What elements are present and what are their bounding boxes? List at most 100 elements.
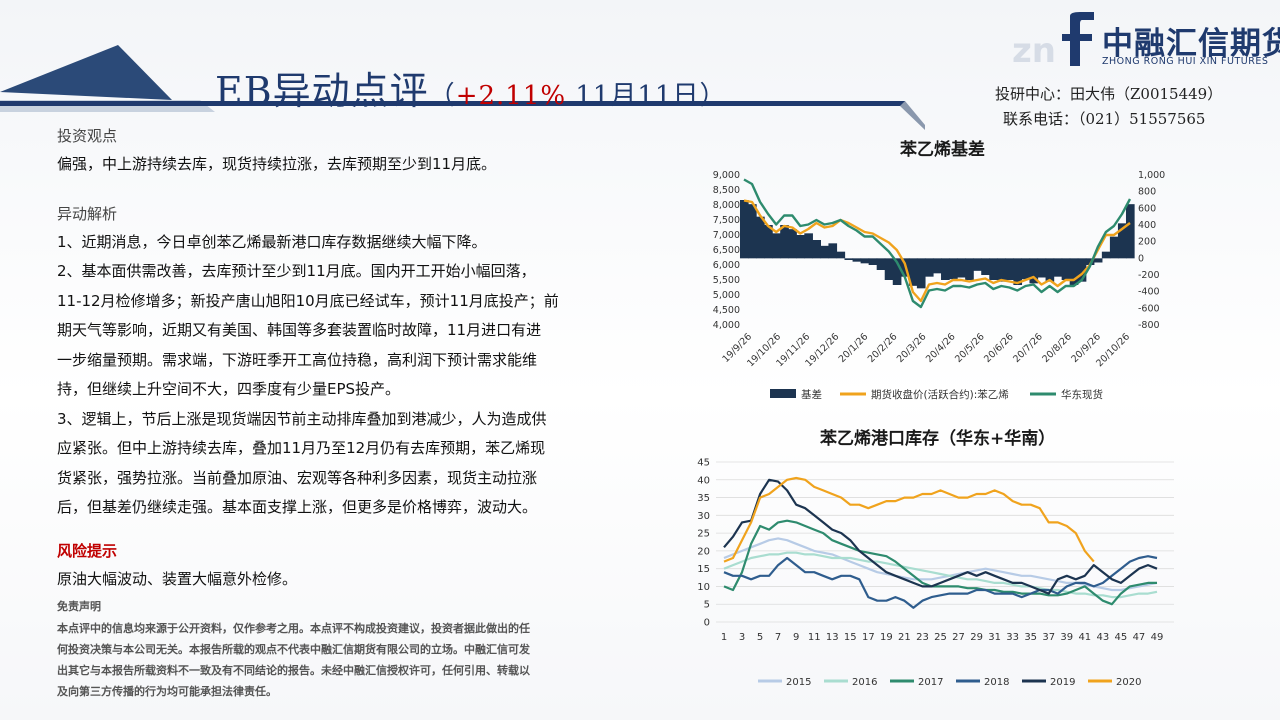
y-left-tick-label: 7,000	[713, 230, 740, 241]
x-tick-label: 43	[1096, 632, 1109, 643]
analysis-title: 异动解析	[57, 204, 118, 223]
analysis-body: 1、近期消息，今日卓创苯乙烯最新港口库存数据继续大幅下降。 2、基本面供需改善，…	[57, 228, 632, 523]
basis-bar	[868, 258, 878, 265]
basis-bar	[957, 258, 966, 278]
x-tick-label: 37	[1042, 632, 1055, 643]
company-logo: zn 中融汇信期货 ZHONG RONG HUI XIN FUTURES	[1010, 12, 1280, 72]
x-tick-label: 7	[775, 632, 781, 643]
y-left-tick-label: 8,500	[713, 185, 740, 196]
change-percent: +2.11%	[455, 81, 567, 111]
y-left-tick-label: 9,000	[713, 170, 740, 181]
series-line-2019	[723, 478, 1158, 595]
x-tick-label: 41	[1078, 632, 1091, 643]
basis-bar	[756, 216, 765, 259]
y-left-tick-label: 7,500	[713, 215, 740, 226]
x-tick-label: 15	[844, 632, 857, 643]
y-left-tick-label: 5,500	[713, 275, 740, 286]
x-tick-label: 20/5/26	[953, 331, 987, 365]
y-tick-label: 5	[704, 600, 710, 611]
x-tick-label: 45	[1115, 632, 1128, 643]
disclaimer-line: 及向第三方传播的行为均可能承担法律责任。	[57, 685, 277, 698]
y-right-tick-label: 1,000	[1138, 170, 1165, 181]
analysis-line: 一步缩量预期。需求端，下游旺季开工高位持稳，高利润下预计需求能维	[57, 350, 538, 369]
basis-bar	[908, 258, 918, 286]
x-tick-label: 33	[1006, 632, 1019, 643]
basis-chart: 9,000 8,500 8,000 7,500 7,000 6,500 6,000 5,500…	[713, 170, 1165, 401]
y-left-tick-label: 6,000	[713, 260, 740, 271]
x-tick-label: 35	[1024, 632, 1037, 643]
basis-bar	[804, 233, 813, 259]
basis-bar	[764, 225, 773, 259]
x-tick-label: 1	[721, 632, 727, 643]
disclaimer-line: 出其它与本报告所载资料不一致及有不同结论的报告。未经中融汇信授权许可，任何引用、…	[57, 664, 530, 677]
basis-bar	[796, 235, 805, 259]
logo-english-name: ZHONG RONG HUI XIN FUTURES	[1102, 56, 1269, 67]
y-left-tick-label: 6,500	[713, 245, 740, 256]
series-line-spot	[743, 178, 1132, 309]
basis-bar	[932, 258, 942, 274]
y-left-tick-label: 8,000	[713, 200, 740, 211]
basis-bar	[788, 229, 797, 259]
basis-bar	[1125, 204, 1135, 259]
basis-bar	[1021, 258, 1031, 280]
basis-bar	[973, 258, 982, 271]
basis-bar	[1093, 258, 1103, 263]
basis-bar	[1077, 258, 1087, 282]
legend-label: 2019	[1050, 677, 1075, 688]
basis-bar	[924, 258, 934, 277]
header-underline-tail	[900, 101, 925, 130]
y-right-tick-label: -600	[1138, 303, 1160, 314]
basis-bar	[884, 258, 894, 280]
x-tick-label: 20/8/26	[1040, 331, 1074, 365]
x-tick-label: 20/6/26	[982, 331, 1016, 365]
analysis-line: 1、近期消息，今日卓创苯乙烯最新港口库存数据继续大幅下降。	[57, 232, 487, 251]
x-tick-label: 29	[970, 632, 983, 643]
basis-bar	[812, 240, 821, 259]
y-left-tick-label: 4,500	[713, 305, 740, 316]
basis-bar	[828, 243, 838, 259]
legend-label: 2020	[1116, 677, 1141, 688]
basis-bar	[916, 258, 926, 289]
commentary-column: 投资观点 偏强，中上游持续去库，现货持续拉涨，去库预期至少到11月底。 异动解析…	[57, 122, 632, 702]
risk-text: 原油大幅波动、装置大幅意外检修。	[57, 569, 298, 588]
basis-bar	[997, 258, 1006, 282]
page-subtitle: （+2.11% 11月11日）	[429, 81, 727, 111]
basis-bar	[1109, 236, 1119, 259]
y-right-tick-label: 200	[1138, 237, 1156, 248]
y-tick-label: 20	[697, 546, 710, 557]
header-banner	[0, 45, 925, 130]
basis-bar	[1013, 258, 1023, 285]
legend-label: 基差	[801, 388, 822, 401]
analysis-line: 后，但基差仍继续走强。基本面支撑上涨，但更多是价格博弈，波动大。	[57, 498, 538, 516]
x-tick-label: 27	[952, 632, 965, 643]
x-tick-label: 20/1/26	[837, 331, 871, 365]
analysis-line: 3、逻辑上，节后上涨是现货端因节前主动排库叠加到港减少，人为造成供	[57, 409, 547, 428]
page-title-text: EB异动点评	[215, 69, 429, 113]
basis-bar	[1037, 258, 1047, 278]
basis-bar	[989, 258, 998, 280]
risk-title: 风险提示	[57, 541, 118, 560]
analysis-line: 持，但继续上升空间不大，四季度有少量EPS投产。	[57, 380, 401, 398]
x-tick-label: 20/4/26	[924, 331, 958, 365]
x-tick-label: 9	[793, 632, 799, 643]
page-title: EB异动点评（+2.11% 11月11日）	[215, 60, 727, 115]
x-tick-label: 20/2/26	[866, 331, 900, 365]
x-tick-label: 19	[880, 632, 893, 643]
x-tick-label: 13	[826, 632, 839, 643]
legend-label: 2015	[786, 677, 811, 688]
y-tick-label: 15	[697, 564, 710, 575]
y-tick-label: 30	[697, 511, 710, 522]
y-right-tick-label: -400	[1138, 287, 1160, 298]
series-line-2020	[723, 476, 1095, 563]
y-tick-label: 40	[697, 475, 710, 486]
analysis-line: 期天气等影响，近期又有美国、韩国等多套装置临时故障，11月进口有进	[57, 321, 542, 339]
basis-bar	[820, 245, 830, 259]
x-tick-label: 23	[916, 632, 929, 643]
y-tick-label: 25	[697, 529, 710, 540]
x-tick-label: 20/7/26	[1011, 331, 1045, 365]
y-left-tick-label: 5,000	[713, 290, 740, 301]
basis-bar	[844, 258, 854, 260]
logo-mark-icon: zn	[1012, 12, 1094, 71]
